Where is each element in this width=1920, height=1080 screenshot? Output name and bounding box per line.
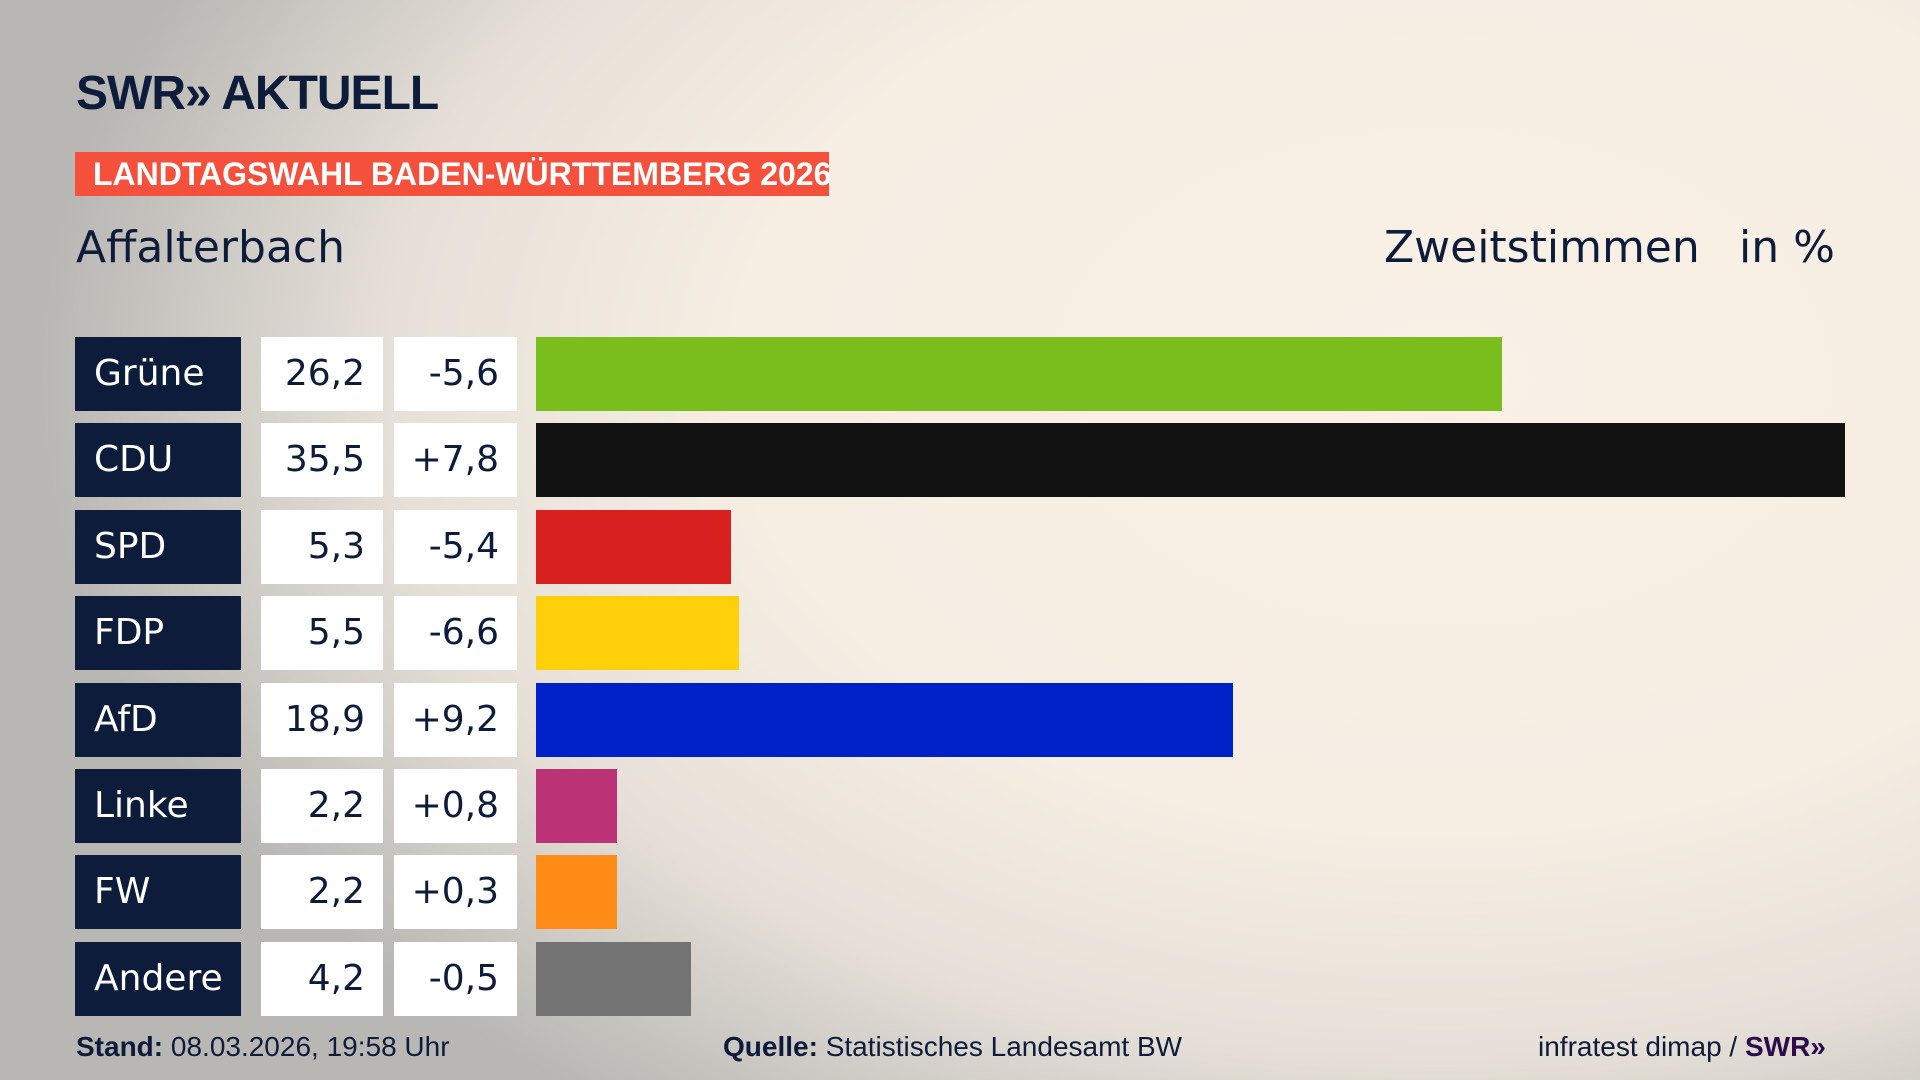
result-row: FDP 5,5 -6,6 xyxy=(0,596,1920,671)
vote-change: +0,8 xyxy=(394,769,517,843)
bar xyxy=(536,596,739,671)
election-banner: LANDTAGSWAHL BADEN-WÜRTTEMBERG 2026 xyxy=(75,152,831,196)
vote-share: 2,2 xyxy=(261,769,383,843)
result-row: Linke 2,2 +0,8 xyxy=(0,769,1920,843)
vote-change: -5,4 xyxy=(394,509,517,584)
vote-change: -5,6 xyxy=(394,337,517,411)
vote-change: +0,3 xyxy=(394,855,517,930)
vote-share: 26,2 xyxy=(261,337,383,411)
result-row: FW 2,2 +0,3 xyxy=(0,855,1920,930)
bar xyxy=(536,941,691,1016)
bar xyxy=(536,682,1233,757)
party-label: FW xyxy=(75,855,241,930)
result-row: Andere 4,2 -0,5 xyxy=(0,941,1920,1016)
party-label: Grüne xyxy=(75,337,241,411)
bar xyxy=(536,769,618,843)
stand-value: 08.03.2026, 19:58 Uhr xyxy=(170,1031,450,1062)
source: Quelle: Statistisches Landesamt BW xyxy=(723,1030,1182,1064)
result-row: AfD 18,9 +9,2 xyxy=(0,682,1920,757)
bar xyxy=(536,337,1503,411)
unit-label: in % xyxy=(1739,222,1835,273)
result-row: CDU 35,5 +7,8 xyxy=(0,423,1920,498)
source-value: Statistisches Landesamt BW xyxy=(825,1031,1183,1062)
vote-share: 2,2 xyxy=(261,855,383,930)
party-label: CDU xyxy=(75,423,241,498)
region-title: Affalterbach xyxy=(76,222,345,273)
vote-share: 35,5 xyxy=(261,423,383,498)
credit-text: infratest dimap / xyxy=(1538,1031,1738,1062)
vote-change: -6,6 xyxy=(394,596,517,671)
credit: infratest dimap / SWR» xyxy=(1538,1030,1826,1064)
vote-change: -0,5 xyxy=(394,941,517,1016)
vote-change: +7,8 xyxy=(394,423,517,498)
party-label: AfD xyxy=(75,682,241,757)
party-label: Andere xyxy=(75,941,241,1016)
vote-type: Zweitstimmen xyxy=(1384,222,1700,273)
vote-change: +9,2 xyxy=(394,682,517,757)
vote-share: 5,3 xyxy=(261,509,383,584)
result-row: Grüne 26,2 -5,6 xyxy=(0,337,1920,411)
party-label: FDP xyxy=(75,596,241,671)
party-label: Linke xyxy=(75,769,241,843)
stand-label: Stand: xyxy=(76,1031,164,1062)
bar xyxy=(536,423,1845,498)
vote-share: 18,9 xyxy=(261,682,383,757)
vote-share: 5,5 xyxy=(261,596,383,671)
swr-logo: SWR» xyxy=(1744,1031,1826,1062)
bar xyxy=(536,855,618,930)
party-label: SPD xyxy=(75,509,241,584)
source-label: Quelle: xyxy=(723,1031,818,1062)
result-row: SPD 5,3 -5,4 xyxy=(0,509,1920,584)
bar xyxy=(536,509,732,584)
vote-share: 4,2 xyxy=(261,941,383,1016)
swr-aktuell-logo: SWR» AKTUELL xyxy=(76,67,439,120)
timestamp: Stand: 08.03.2026, 19:58 Uhr xyxy=(76,1030,450,1064)
